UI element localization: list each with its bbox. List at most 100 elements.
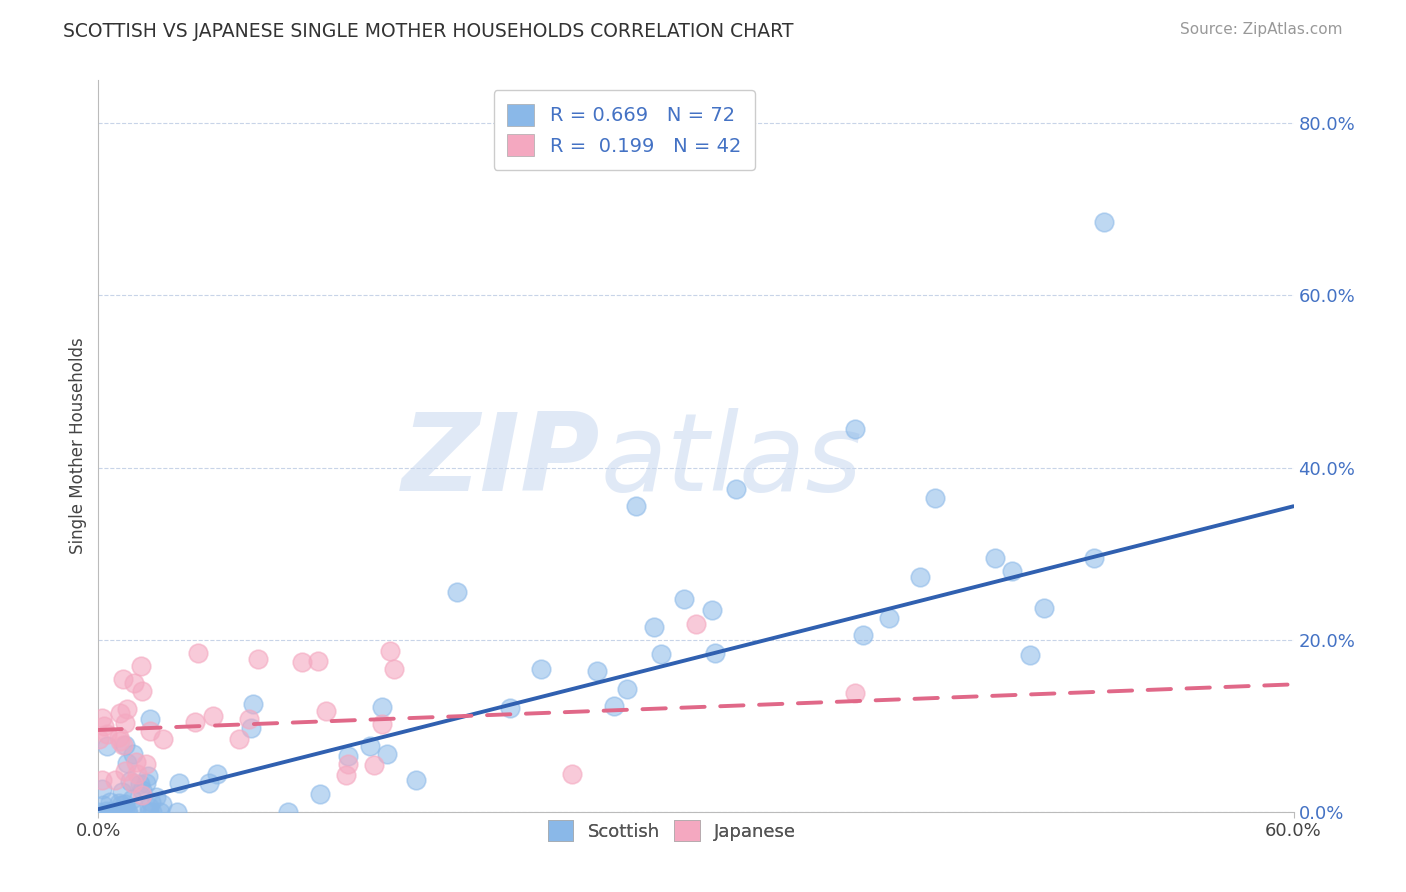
Point bbox=[138, 723, 160, 738]
Point bbox=[336, 757, 359, 772]
Point bbox=[603, 699, 626, 714]
Point bbox=[114, 738, 136, 752]
Point bbox=[530, 662, 553, 676]
Point bbox=[139, 795, 162, 809]
Point bbox=[131, 684, 153, 698]
Point bbox=[141, 805, 163, 819]
Point bbox=[134, 757, 156, 772]
Point bbox=[198, 776, 221, 790]
Point bbox=[152, 732, 174, 747]
Point bbox=[138, 805, 160, 819]
Point bbox=[104, 805, 127, 819]
Point bbox=[87, 805, 110, 819]
Text: ZIP: ZIP bbox=[402, 408, 600, 514]
Point bbox=[131, 788, 153, 802]
Legend: Scottish, Japanese: Scottish, Japanese bbox=[538, 812, 806, 850]
Point bbox=[405, 772, 427, 787]
Point bbox=[277, 805, 299, 819]
Point bbox=[121, 792, 143, 806]
Point bbox=[136, 769, 159, 783]
Point bbox=[844, 422, 866, 436]
Point bbox=[98, 805, 121, 819]
Point bbox=[375, 747, 398, 761]
Point bbox=[363, 757, 385, 772]
Point bbox=[93, 718, 115, 732]
Point bbox=[100, 805, 122, 819]
Point bbox=[122, 747, 145, 762]
Point bbox=[626, 500, 648, 514]
Point bbox=[242, 698, 264, 712]
Point bbox=[114, 797, 136, 812]
Point bbox=[129, 658, 152, 673]
Point bbox=[105, 805, 128, 819]
Point bbox=[131, 783, 153, 797]
Point bbox=[114, 715, 136, 730]
Point bbox=[1083, 550, 1105, 565]
Point bbox=[110, 797, 132, 812]
Point bbox=[1001, 565, 1024, 579]
Point bbox=[616, 681, 638, 696]
Point bbox=[94, 805, 117, 819]
Point bbox=[129, 776, 152, 790]
Text: atlas: atlas bbox=[600, 409, 862, 513]
Point bbox=[650, 647, 672, 661]
Point bbox=[643, 620, 665, 634]
Point bbox=[335, 768, 357, 782]
Point bbox=[228, 731, 250, 746]
Point bbox=[852, 628, 875, 642]
Point bbox=[121, 775, 143, 789]
Point bbox=[240, 721, 263, 735]
Point bbox=[877, 610, 900, 624]
Point bbox=[291, 655, 314, 669]
Point bbox=[384, 662, 406, 676]
Point bbox=[1092, 215, 1115, 229]
Point bbox=[844, 686, 866, 700]
Point bbox=[561, 767, 583, 781]
Point bbox=[104, 772, 127, 787]
Point bbox=[700, 603, 723, 617]
Point bbox=[184, 714, 207, 729]
Point bbox=[90, 711, 112, 725]
Y-axis label: Single Mother Households: Single Mother Households bbox=[69, 338, 87, 554]
Point bbox=[672, 591, 695, 606]
Point bbox=[134, 776, 156, 790]
Point bbox=[138, 799, 160, 814]
Point bbox=[125, 805, 148, 819]
Point bbox=[1019, 648, 1042, 663]
Point bbox=[100, 795, 122, 809]
Point bbox=[114, 764, 136, 778]
Point bbox=[145, 789, 167, 804]
Point bbox=[187, 646, 209, 660]
Point bbox=[207, 767, 229, 781]
Point bbox=[246, 651, 269, 665]
Point bbox=[125, 756, 148, 770]
Point bbox=[108, 706, 131, 720]
Point bbox=[308, 787, 330, 801]
Point bbox=[167, 775, 190, 789]
Point bbox=[446, 585, 468, 599]
Point bbox=[112, 672, 135, 686]
Point bbox=[108, 796, 131, 810]
Point bbox=[359, 739, 381, 754]
Point bbox=[685, 617, 707, 632]
Text: SCOTTISH VS JAPANESE SINGLE MOTHER HOUSEHOLDS CORRELATION CHART: SCOTTISH VS JAPANESE SINGLE MOTHER HOUSE… bbox=[63, 22, 794, 41]
Point bbox=[122, 676, 145, 690]
Point bbox=[337, 748, 360, 763]
Point bbox=[90, 781, 112, 796]
Point bbox=[117, 805, 139, 819]
Point bbox=[703, 646, 725, 660]
Point bbox=[586, 664, 609, 678]
Point bbox=[370, 700, 392, 714]
Point bbox=[378, 644, 401, 658]
Point bbox=[111, 739, 134, 753]
Point bbox=[724, 482, 747, 496]
Point bbox=[924, 491, 946, 505]
Point bbox=[149, 805, 172, 819]
Point bbox=[87, 731, 110, 746]
Point bbox=[91, 797, 114, 812]
Point bbox=[150, 797, 173, 812]
Point bbox=[370, 717, 392, 731]
Point bbox=[115, 756, 138, 770]
Point bbox=[111, 785, 134, 799]
Point bbox=[108, 730, 131, 744]
